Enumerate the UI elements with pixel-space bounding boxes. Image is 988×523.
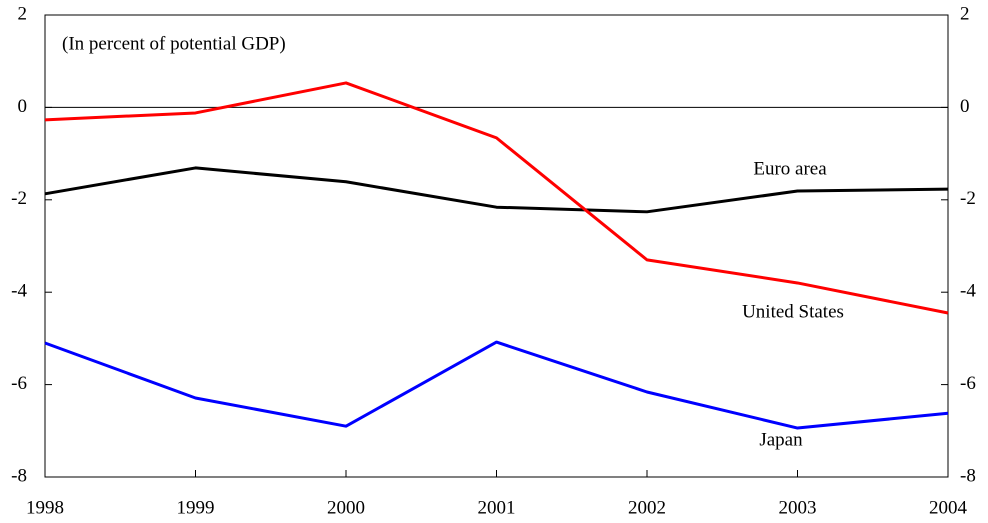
y2-tick-label: -2 xyxy=(960,188,976,209)
series-line xyxy=(44,166,949,214)
y-tick-label: -6 xyxy=(11,373,27,394)
y2-tick-label: -4 xyxy=(960,281,976,302)
x-tick-label: 2004 xyxy=(929,497,968,518)
series-label: Japan xyxy=(759,429,803,450)
series-line xyxy=(44,340,949,430)
series-label: United States xyxy=(742,301,844,322)
x-tick-label: 2001 xyxy=(478,497,516,518)
series-line xyxy=(44,81,949,315)
y2-tick-label: -6 xyxy=(960,373,976,394)
y-tick-label: 2 xyxy=(18,3,28,24)
x-tick-label: 2003 xyxy=(779,497,817,518)
chart-subtitle: (In percent of potential GDP) xyxy=(62,33,286,54)
y2-tick-label: -8 xyxy=(960,465,976,486)
plot-frame xyxy=(44,14,949,478)
x-tick-label: 1999 xyxy=(177,497,215,518)
y-tick-label: -4 xyxy=(11,281,27,302)
y-tick-label: -2 xyxy=(11,188,27,209)
y-tick-label: 0 xyxy=(18,96,28,117)
series-label: Euro area xyxy=(753,158,827,179)
x-tick-label: 1998 xyxy=(26,497,64,518)
x-tick-label: 2002 xyxy=(628,497,666,518)
y-tick-label: -8 xyxy=(11,465,27,486)
y2-tick-label: 2 xyxy=(960,3,970,24)
x-tick-label: 2000 xyxy=(327,497,365,518)
y2-tick-label: 0 xyxy=(960,96,970,117)
